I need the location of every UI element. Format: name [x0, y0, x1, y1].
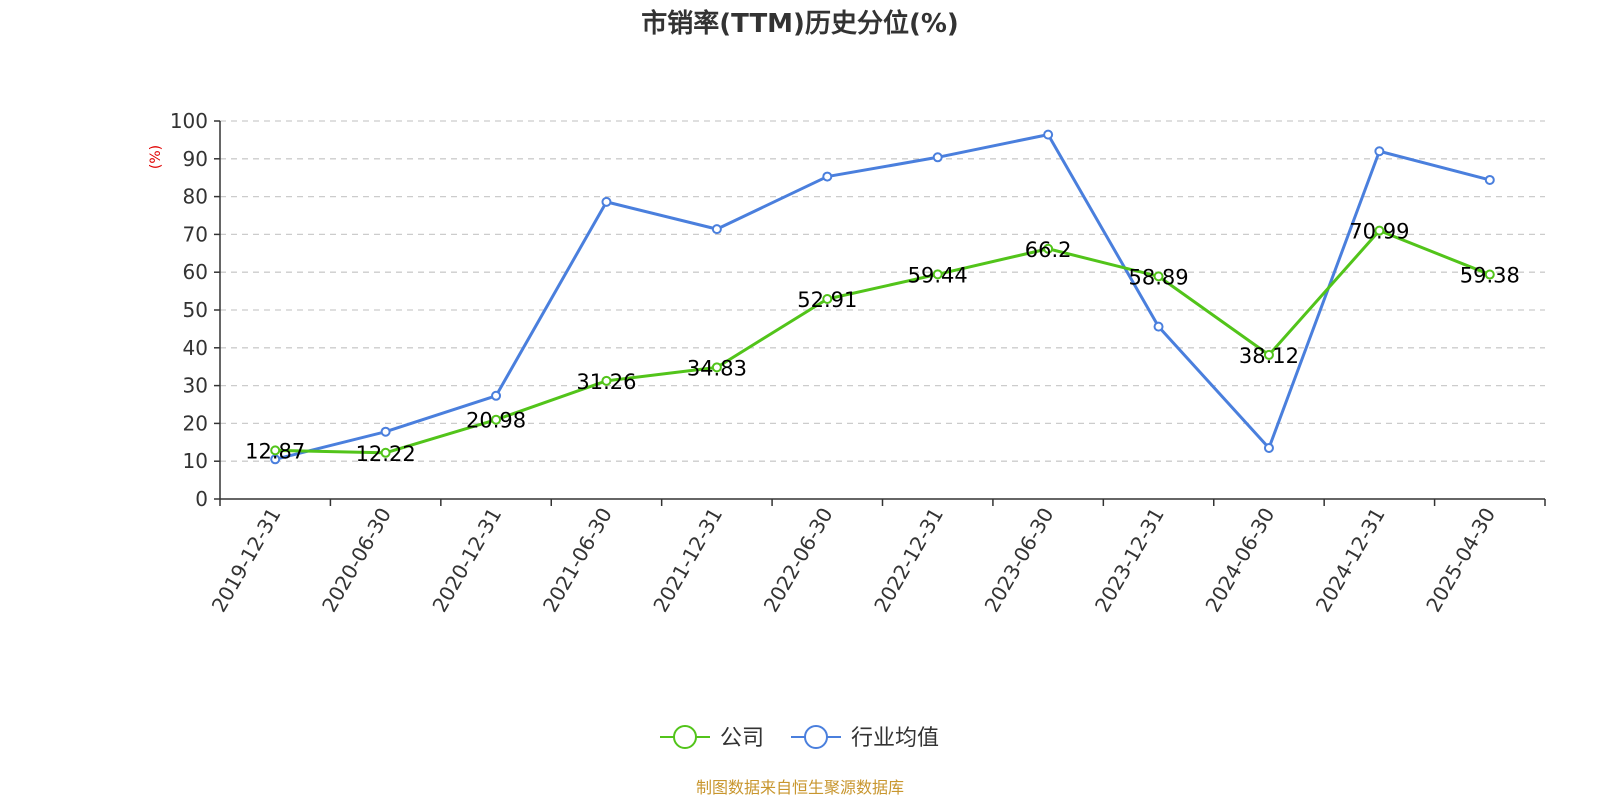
data-point — [601, 375, 612, 386]
data-point — [1153, 321, 1164, 332]
y-tick-label: 0 — [195, 487, 208, 511]
data-label: 59.44 — [908, 263, 968, 287]
data-label: 20.98 — [466, 409, 526, 433]
data-labels: 12.87 12.22 20.98 31.26 34.83 52.91 59.44 66.2 5… — [245, 220, 1520, 466]
x-tick-label: 2022-06-30 — [759, 504, 838, 617]
source-note: 制图数据来自恒生聚源数据库 — [696, 778, 904, 797]
data-point — [1043, 129, 1054, 140]
series-line-0 — [275, 229, 1491, 455]
x-tick-label: 2020-12-31 — [427, 503, 506, 616]
data-point — [932, 269, 943, 280]
data-point — [1153, 271, 1164, 282]
data-label: 70.99 — [1349, 220, 1409, 244]
data-point — [932, 152, 943, 163]
data-point — [1484, 174, 1495, 185]
x-tick-label: 2020-06-30 — [317, 504, 396, 617]
data-point — [601, 196, 612, 207]
y-tick-label: 20 — [183, 411, 208, 435]
legend[interactable]: 公司 行业均值 — [660, 725, 939, 751]
data-point — [1263, 349, 1274, 360]
data-point — [711, 224, 722, 235]
data-label: 66.2 — [1025, 238, 1072, 262]
grid-lines — [220, 120, 1545, 462]
data-point — [1484, 269, 1495, 280]
data-label: 58.89 — [1128, 265, 1188, 289]
y-tick-label: 70 — [183, 222, 208, 246]
y-tick-label: 50 — [183, 298, 208, 322]
legend-label: 公司 — [720, 726, 764, 751]
data-point — [491, 390, 502, 401]
x-tick-label: 2024-12-31 — [1311, 504, 1390, 617]
data-point — [822, 171, 833, 182]
y-axis-label: (%) — [148, 145, 164, 169]
x-tick-label: 2019-12-31 — [207, 504, 286, 617]
x-tick-label: 2024-06-30 — [1200, 504, 1279, 617]
y-tick-label: 80 — [183, 185, 208, 209]
data-point — [380, 426, 391, 437]
data-point — [270, 445, 281, 456]
y-tick-label: 90 — [183, 147, 208, 171]
y-axis-ticks: 0 10 20 30 40 50 60 70 80 90 100 — [170, 109, 221, 511]
data-label: 38.12 — [1239, 344, 1299, 368]
data-point — [1374, 225, 1385, 236]
x-tick-label: 2021-12-31 — [648, 504, 727, 617]
legend-label: 行业均值 — [851, 726, 939, 751]
data-label: 59.38 — [1460, 264, 1520, 288]
y-tick-label: 30 — [183, 374, 208, 398]
data-point — [1374, 146, 1385, 157]
data-point — [711, 362, 722, 373]
data-label: 34.83 — [687, 356, 747, 380]
series-lines — [270, 129, 1495, 465]
legend-marker — [804, 725, 828, 749]
data-label: 12.22 — [356, 442, 416, 466]
data-point — [380, 447, 391, 458]
chart-title: 市销率(TTM)历史分位(%) — [641, 8, 959, 39]
data-point — [822, 294, 833, 305]
data-point — [1043, 243, 1054, 254]
legend-marker — [673, 725, 697, 749]
y-tick-label: 40 — [183, 336, 208, 360]
data-label: 52.91 — [797, 288, 857, 312]
y-tick-label: 60 — [183, 260, 208, 284]
series-line-1 — [274, 133, 1491, 461]
data-label: 31.26 — [576, 370, 636, 394]
x-tick-label: 2023-12-31 — [1090, 504, 1169, 617]
x-axis: 2019-12-31 2020-06-30 2020-12-31 2021-06-30… — [207, 498, 1546, 617]
x-tick-label: 2023-06-30 — [980, 504, 1059, 617]
x-tick-label: 2022-12-31 — [869, 503, 948, 616]
data-label: 12.87 — [245, 439, 305, 463]
x-tick-label: 2021-06-30 — [538, 504, 617, 617]
y-tick-label: 100 — [170, 109, 208, 133]
data-point — [491, 414, 502, 425]
x-tick-label: 2025-04-30 — [1421, 504, 1500, 617]
y-tick-label: 10 — [183, 449, 208, 473]
data-point — [1263, 442, 1274, 453]
